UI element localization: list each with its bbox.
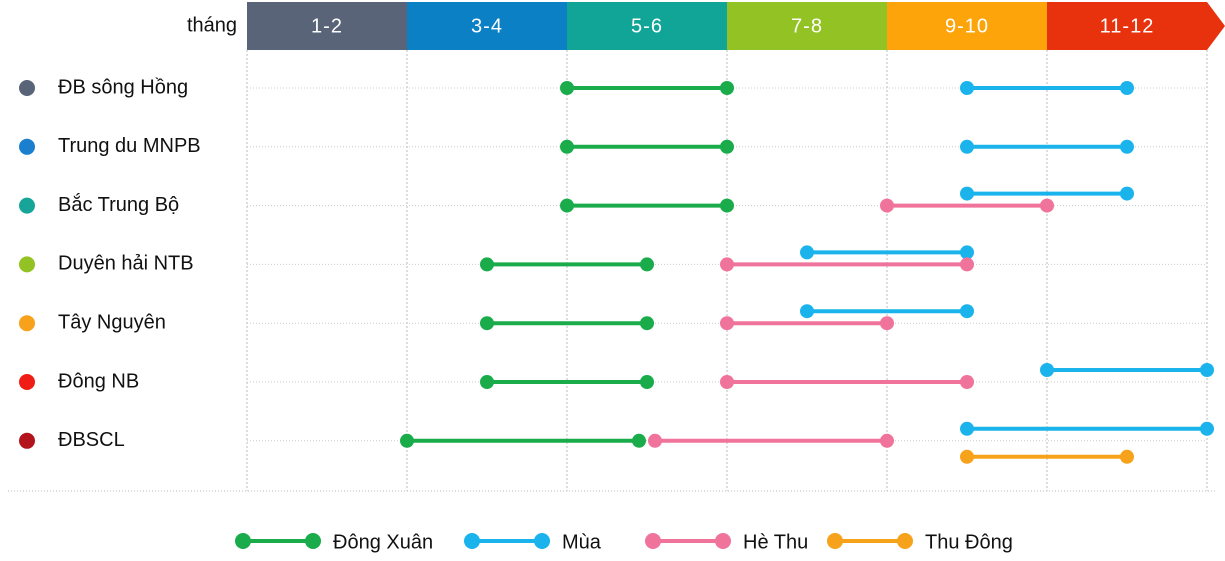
range-dot — [960, 139, 974, 154]
range-dot — [480, 375, 494, 389]
range-dot — [632, 433, 646, 448]
range-dot — [880, 198, 894, 213]
range-dot — [648, 433, 662, 448]
x-axis-label: tháng — [187, 14, 237, 36]
region-label: ĐBSCL — [58, 429, 125, 451]
region-dot — [19, 315, 35, 332]
range-dot — [640, 375, 654, 389]
range-dot — [960, 257, 974, 272]
legend-label: Mùa — [562, 531, 602, 553]
legend-dot — [645, 533, 661, 549]
legend-dot — [827, 533, 843, 549]
region-label: Duyên hải NTB — [58, 253, 194, 275]
range-dot — [560, 198, 574, 213]
range-dot — [480, 257, 494, 272]
range-dot — [880, 433, 894, 448]
header-band — [567, 2, 727, 50]
header-label: 5-6 — [631, 15, 663, 37]
range-dot — [560, 81, 574, 95]
legend-label: Đông Xuân — [333, 531, 433, 553]
legend-dot — [715, 533, 731, 549]
legend-label: Thu Đông — [925, 531, 1013, 553]
region-dot — [19, 432, 35, 449]
region-label: Bắc Trung Bộ — [58, 193, 179, 216]
range-dot — [640, 257, 654, 272]
range-dot — [720, 316, 734, 331]
region-dot — [19, 197, 35, 214]
range-dot — [960, 421, 974, 436]
range-dot — [720, 81, 734, 95]
range-dot — [400, 433, 414, 448]
region-dot — [19, 138, 35, 155]
range-dot — [880, 316, 894, 331]
region-dot — [19, 374, 35, 390]
range-dot — [1200, 363, 1214, 377]
header-band — [887, 2, 1047, 50]
range-dot — [1120, 186, 1134, 201]
range-dot — [1040, 198, 1054, 213]
region-label: Đông NB — [58, 370, 139, 392]
legend-dot — [534, 533, 550, 549]
header-label: 7-8 — [791, 15, 823, 37]
header-band — [247, 2, 407, 50]
range-dot — [560, 139, 574, 154]
legend-dot — [897, 533, 913, 549]
range-dot — [720, 375, 734, 389]
header-band — [407, 2, 567, 50]
region-label: Trung du MNPB — [58, 135, 201, 157]
range-dot — [800, 304, 814, 319]
range-dot — [1120, 139, 1134, 154]
header-band — [727, 2, 887, 50]
legend-dot — [235, 533, 251, 549]
region-label: Tây Nguyên — [58, 311, 166, 333]
legend-dot — [464, 533, 480, 549]
region-dot — [19, 80, 35, 96]
range-dot — [1200, 421, 1214, 436]
range-dot — [960, 375, 974, 389]
header-label: 11-12 — [1100, 15, 1155, 37]
range-dot — [1120, 449, 1134, 464]
header-label: 1-2 — [311, 15, 343, 37]
range-dot — [960, 81, 974, 95]
legend-label: Hè Thu — [743, 531, 808, 553]
header-band — [1047, 2, 1225, 50]
region-label: ĐB sông Hồng — [58, 76, 188, 98]
range-dot — [800, 245, 814, 260]
range-dot — [960, 245, 974, 260]
range-dot — [720, 257, 734, 272]
header-label: 3-4 — [471, 15, 503, 37]
range-dot — [960, 186, 974, 201]
range-dot — [480, 316, 494, 331]
legend-dot — [305, 533, 321, 549]
region-dot — [19, 256, 35, 273]
range-dot — [1040, 363, 1054, 377]
range-dot — [1120, 81, 1134, 95]
range-dot — [960, 449, 974, 464]
range-dot — [720, 139, 734, 154]
range-dot — [720, 198, 734, 213]
range-dot — [640, 316, 654, 331]
range-dot — [960, 304, 974, 319]
header-label: 9-10 — [945, 15, 989, 37]
